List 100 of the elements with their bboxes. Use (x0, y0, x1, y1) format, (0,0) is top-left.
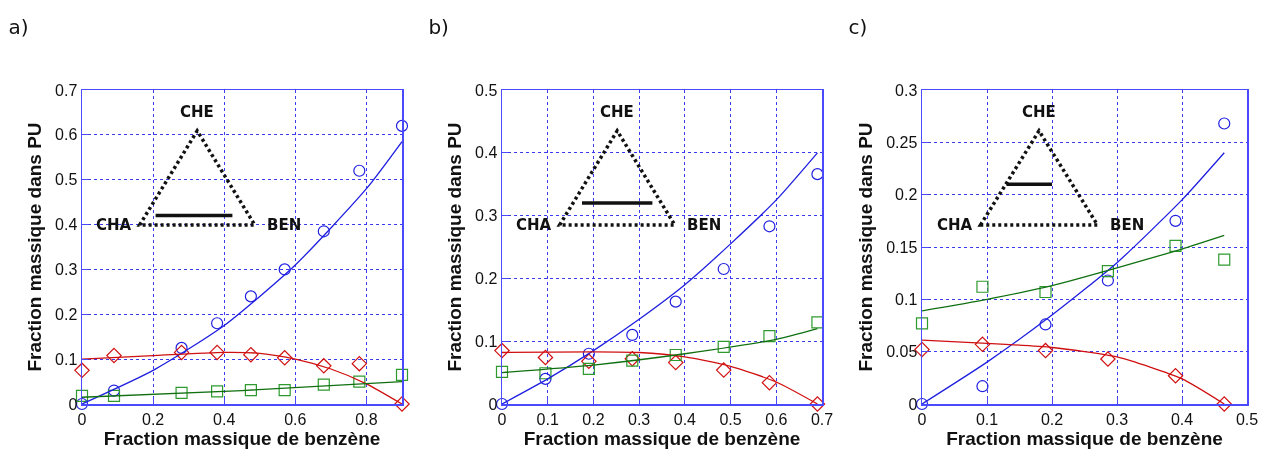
point (243, 346, 259, 363)
point (1169, 239, 1182, 253)
y-tick-label: 0.1 (895, 290, 918, 308)
y-tick-label: 0.1 (55, 350, 78, 368)
x-axis-title: Fraction massique de benzène (523, 427, 801, 449)
point (278, 383, 291, 397)
y-tick-label: 0.1 (475, 332, 498, 350)
y-tick-label: 0.7 (55, 81, 78, 99)
point (1169, 214, 1182, 227)
point (582, 347, 595, 360)
point (763, 330, 776, 343)
point (107, 389, 121, 403)
y-tick-label: 0.3 (55, 261, 78, 279)
point (581, 353, 597, 370)
point (175, 341, 188, 355)
point (539, 367, 552, 380)
point (211, 317, 224, 330)
annotation: CHE (600, 103, 634, 121)
point (395, 368, 409, 381)
y-tick-label: 0.6 (55, 126, 78, 144)
x-tick-label: 0.2 (1040, 410, 1064, 428)
point (317, 225, 330, 238)
x-tick-label: 0.6 (765, 410, 788, 428)
y-tick-label: 0.2 (55, 305, 78, 323)
x-tick-label: 0.8 (355, 410, 378, 428)
point (1100, 351, 1116, 367)
y-tick-label: 0.5 (475, 81, 498, 99)
y-axis-title: Fraction massique dans PU (855, 122, 877, 372)
point (761, 374, 778, 391)
y-tick-label: 0 (908, 395, 918, 413)
x-tick-label: 0.3 (1105, 410, 1129, 428)
x-tick-label: 0.4 (673, 410, 697, 428)
chart-title: c) (848, 15, 868, 40)
point (278, 263, 291, 276)
point (276, 350, 293, 366)
point (1101, 274, 1114, 287)
x-axis-title: Fraction massique de benzène (103, 427, 381, 449)
annotation: CHA (516, 216, 552, 234)
annotation: CHE (180, 103, 214, 121)
y-tick-label: 0.5 (55, 171, 78, 189)
annotation: CHE (1022, 103, 1056, 121)
point (394, 396, 410, 412)
y-tick-label: 0.3 (895, 81, 918, 99)
point (1218, 253, 1231, 266)
point (75, 389, 89, 403)
point (763, 220, 776, 233)
y-tick-label: 0 (68, 395, 78, 413)
point (495, 365, 509, 379)
point (107, 384, 121, 397)
point (669, 295, 682, 308)
point (715, 362, 732, 378)
y-axis-title: Fraction massique dans PU (444, 122, 466, 372)
point (1039, 285, 1052, 299)
point (353, 164, 366, 177)
point (351, 355, 368, 372)
point (395, 119, 409, 132)
line-series (922, 234, 1225, 312)
point (317, 378, 330, 391)
point (976, 280, 989, 293)
y-tick-label: 0.15 (886, 238, 918, 256)
point (173, 344, 190, 361)
point (669, 348, 682, 362)
y-tick-label: 0 (488, 395, 498, 413)
y-tick-label: 0.3 (475, 207, 498, 225)
point (211, 385, 224, 398)
point (582, 362, 595, 375)
x-tick-label: 0.5 (719, 410, 742, 428)
point (974, 336, 991, 353)
x-tick-label: 0.1 (536, 410, 559, 428)
point (667, 354, 684, 371)
x-tick-label: 0.1 (975, 410, 999, 428)
point (809, 396, 826, 412)
chart-title: a) (8, 15, 29, 40)
point (717, 262, 730, 276)
point (976, 380, 989, 393)
point (1216, 396, 1232, 412)
x-axis-title: Fraction massique de benzène (946, 427, 1223, 449)
point (244, 383, 257, 397)
annotation: CHA (96, 216, 132, 234)
x-tick-label: 0.3 (628, 410, 651, 428)
y-tick-label: 0.2 (475, 270, 498, 287)
point (915, 317, 929, 330)
point (1039, 318, 1052, 331)
y-tick-label: 0.25 (886, 133, 918, 151)
point (209, 344, 225, 361)
annotation: CHA (937, 216, 973, 234)
point (244, 290, 257, 303)
y-axis-title: Fraction massique dans PU (24, 122, 46, 372)
x-tick-label: 0.2 (141, 410, 165, 428)
point (1167, 367, 1184, 384)
point (106, 347, 122, 364)
annotation: BEN (267, 216, 302, 234)
point (316, 358, 332, 374)
y-tick-label: 0.4 (475, 144, 498, 162)
x-tick-label: 0.5 (1235, 410, 1259, 428)
annotation: BEN (687, 216, 722, 234)
chart-title: b) (428, 15, 449, 40)
point (539, 372, 552, 385)
point (626, 328, 639, 342)
point (175, 386, 188, 399)
